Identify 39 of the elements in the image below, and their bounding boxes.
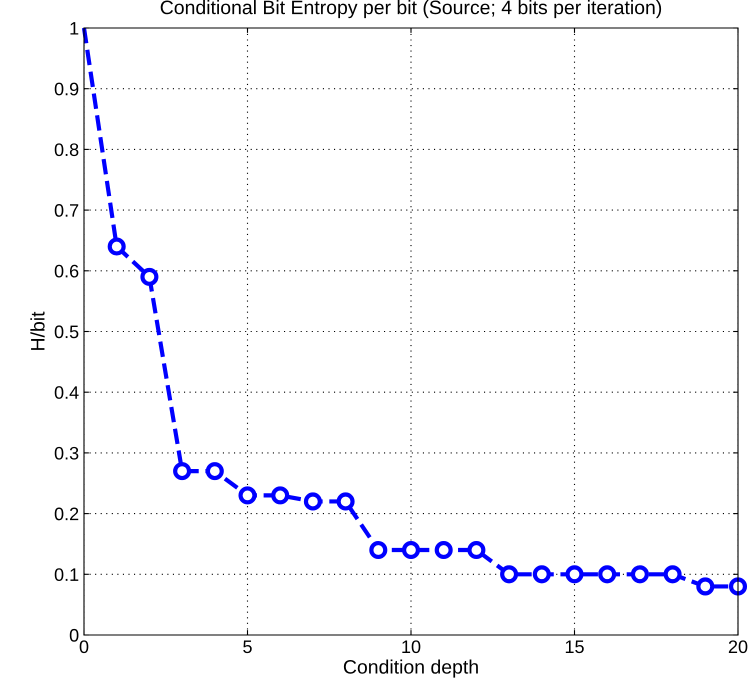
x-tick-label: 5 (243, 640, 252, 654)
point (271, 486, 290, 504)
point (467, 540, 486, 560)
point (402, 540, 420, 560)
x-tick-label: 10 (402, 640, 420, 654)
point (728, 577, 748, 596)
point (238, 486, 257, 504)
point (108, 237, 126, 256)
point (696, 577, 714, 596)
y-tick-label: 1 (70, 22, 78, 35)
point (598, 565, 616, 584)
point (206, 462, 224, 480)
point (500, 565, 518, 584)
y-tick-label: 0 (70, 628, 78, 642)
point (304, 492, 322, 510)
point (369, 540, 388, 560)
y-tick-label: 0.6 (54, 264, 78, 278)
y-tick-label: 0.4 (54, 386, 79, 399)
point (140, 268, 158, 286)
y-tick-label: 0.7 (54, 204, 78, 217)
point (532, 565, 551, 584)
point (630, 565, 649, 584)
y-tick-label: 0.2 (54, 508, 78, 520)
point (434, 540, 453, 560)
y-tick-label: 0.5 (54, 325, 78, 338)
y-tick-label: 0.3 (54, 446, 78, 460)
y-tick-label: 0.1 (54, 568, 78, 582)
x-tick-label: 15 (566, 640, 584, 654)
x-axis-title: Condition depth (344, 659, 478, 678)
point (336, 492, 355, 510)
y-tick-label: 0.8 (54, 143, 78, 156)
chart-title: Conditional Bit Entropy per bit (Source; 4 bits per iteration) (160, 0, 662, 18)
point (565, 565, 584, 584)
point (664, 565, 682, 584)
x-tick-label: 20 (728, 640, 748, 654)
point (173, 462, 192, 480)
y-axis-title: H/bit (30, 312, 45, 350)
x-tick-label: 0 (80, 640, 88, 654)
y-tick-label: 0.9 (54, 82, 78, 96)
